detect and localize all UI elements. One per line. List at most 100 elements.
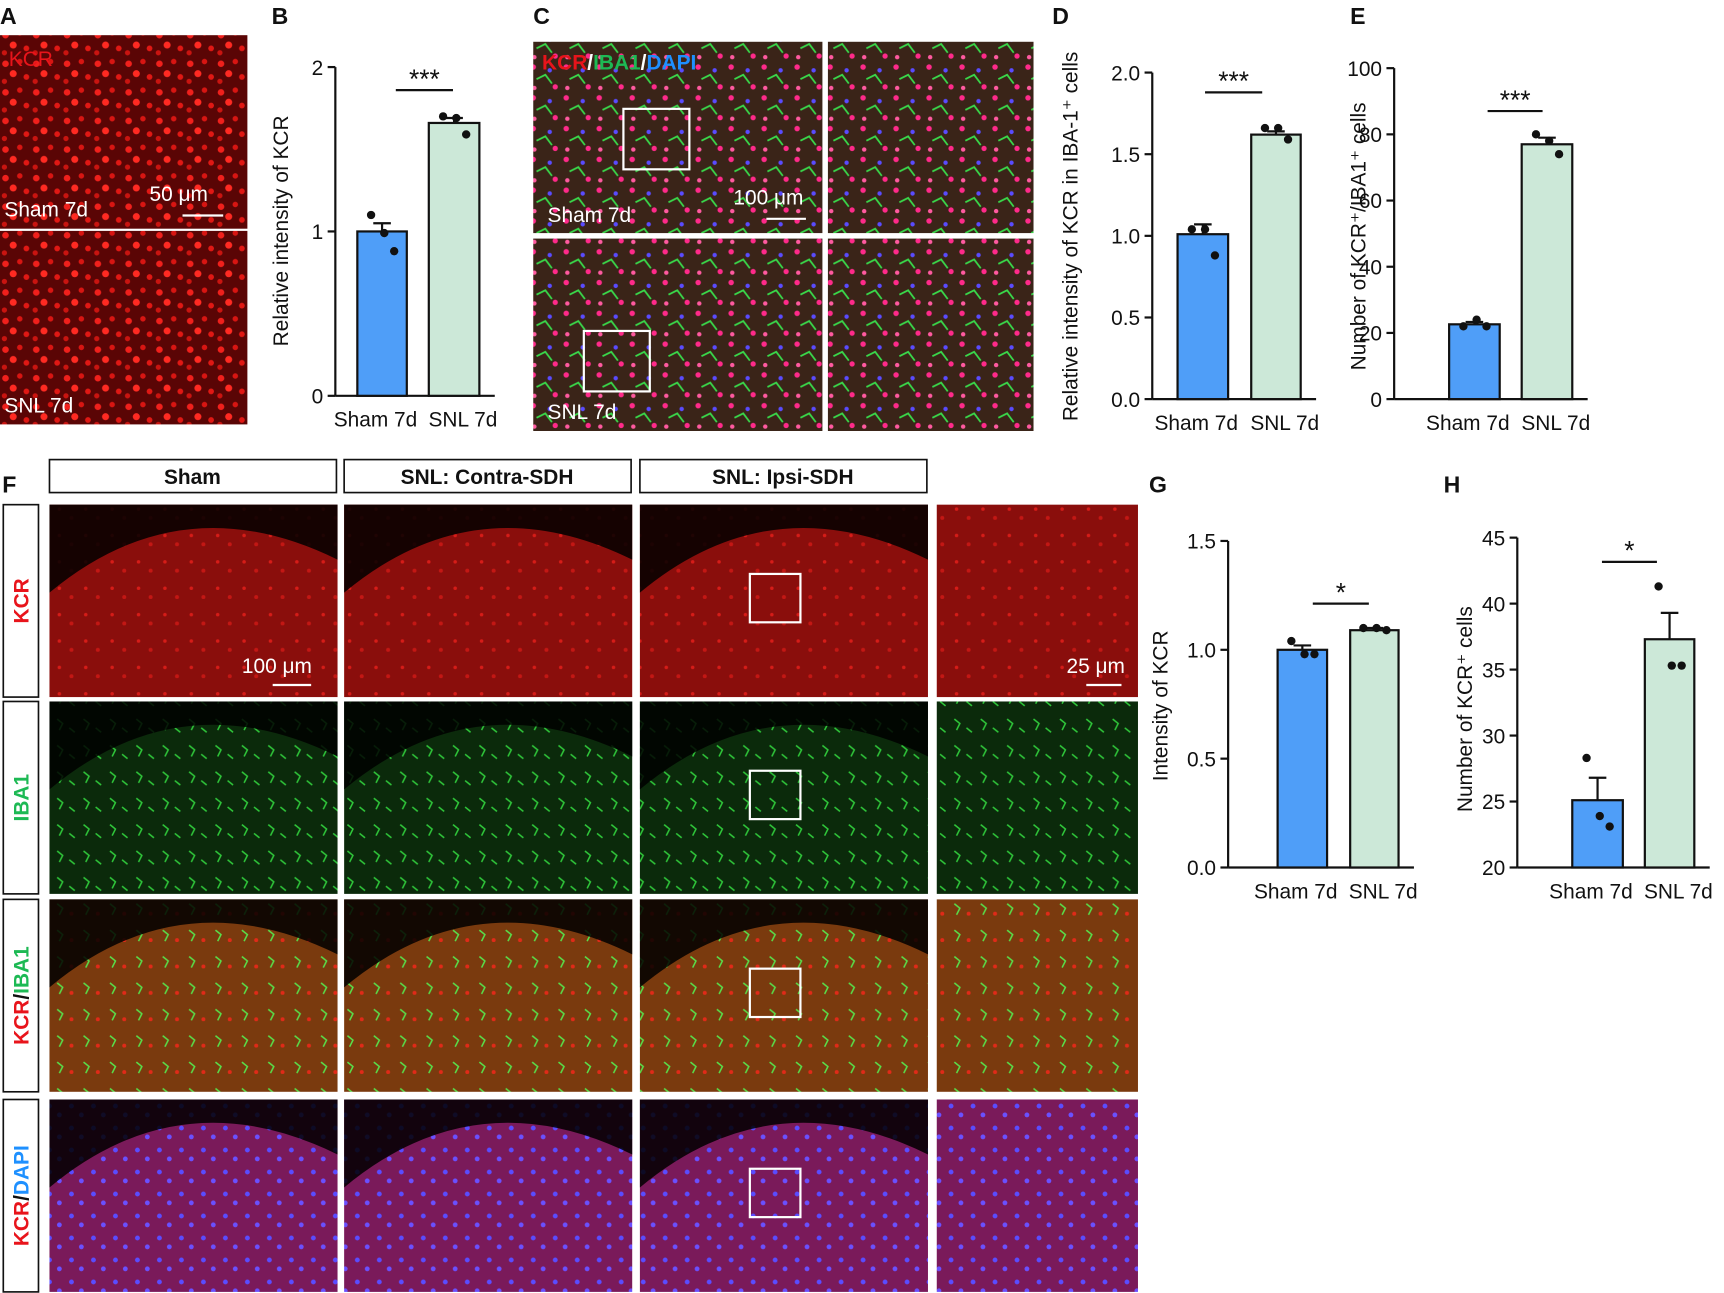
stain-part: / — [587, 51, 593, 74]
row-label-box — [2, 898, 40, 1093]
y-tick-label: 25 — [1482, 791, 1505, 814]
stain-part: IBA1 — [11, 774, 34, 822]
data-point — [1210, 251, 1220, 260]
background — [344, 899, 633, 988]
significance: *** — [1218, 66, 1249, 96]
y-axis-label: Number of KCR⁺/IBA1⁺ cells — [1348, 102, 1371, 370]
micrographs — [0, 35, 1034, 431]
panel-letter: E — [1350, 3, 1365, 29]
x-tick-label: Sham 7d — [1254, 880, 1338, 903]
y-tick-label: 35 — [1482, 659, 1505, 682]
roi-box — [748, 967, 802, 1019]
column-header-box — [48, 458, 338, 494]
y-tick-label: 20 — [1482, 857, 1505, 880]
group-label: SNL 7d — [548, 401, 617, 424]
data-point — [1359, 623, 1368, 633]
image — [0, 230, 248, 425]
roi-box — [622, 107, 691, 171]
image — [533, 238, 823, 431]
x-tick-label: SNL 7d — [428, 409, 497, 432]
background — [639, 1099, 928, 1188]
y-axis-label: Relative intensity of KCR in IBA-1⁺ cell… — [1060, 52, 1083, 422]
stain-part: DAPI — [11, 1145, 34, 1195]
group-label: Sham 7d — [4, 199, 88, 222]
background — [344, 701, 633, 790]
scale-label: 25 μm — [1067, 655, 1125, 678]
stain-part: KCR — [542, 51, 587, 74]
x-tick-label: Sham 7d — [334, 409, 418, 432]
roi-box — [748, 572, 802, 624]
y-axis-label: Relative intensity of KCR — [270, 115, 293, 346]
data-point — [1300, 649, 1309, 659]
stain-part: KCR — [11, 1000, 34, 1045]
data-point — [1582, 753, 1591, 763]
image — [533, 41, 823, 234]
data-point — [438, 112, 448, 121]
background — [49, 1099, 338, 1188]
y-tick-label: 1 — [312, 221, 324, 244]
y-tick-label: 60 — [1359, 190, 1382, 213]
significance: *** — [1500, 85, 1531, 115]
y-tick-label: 45 — [1482, 527, 1505, 550]
y-tick-label: 1.0 — [1187, 639, 1216, 662]
significance: *** — [409, 64, 440, 94]
column-header: Sham — [164, 466, 221, 489]
y-tick-label: 0.0 — [1111, 389, 1140, 412]
data-point — [1667, 661, 1676, 670]
column-header: SNL: Contra-SDH — [401, 466, 574, 489]
y-axis-label: Intensity of KCR — [1150, 630, 1173, 781]
image-inset — [827, 238, 1034, 431]
stain-part: DAPI — [646, 51, 696, 74]
data-point — [1310, 649, 1319, 659]
image-inset — [936, 1099, 1138, 1292]
background — [639, 701, 928, 790]
data-point — [1283, 135, 1293, 144]
column-header: SNL: Ipsi-SDH — [712, 466, 854, 489]
bar — [1250, 133, 1302, 401]
x-tick-label: SNL 7d — [1250, 412, 1319, 435]
stain-part: KCR — [11, 578, 34, 623]
data-point — [380, 228, 389, 238]
image-inset — [827, 41, 1034, 234]
row-label: KCR/DAPI — [11, 1145, 34, 1246]
panel-letter: F — [2, 472, 16, 498]
data-point — [1605, 822, 1614, 831]
x-tick-label: SNL 7d — [1349, 880, 1418, 903]
scale-label: 100 μm — [733, 187, 803, 210]
bar — [1349, 629, 1400, 869]
background — [639, 899, 928, 988]
data-point — [366, 210, 376, 220]
row-label-box — [2, 503, 40, 698]
bar — [1448, 323, 1501, 401]
panel-letter: D — [1052, 3, 1069, 29]
x-tick-label: Sham 7d — [1426, 412, 1510, 435]
bar — [1176, 233, 1230, 401]
data-point — [1260, 123, 1270, 133]
group-label: SNL 7d — [4, 394, 73, 417]
y-tick-label: 2 — [312, 57, 324, 80]
panel-letter: G — [1149, 472, 1167, 498]
stain-label: KCR — [9, 48, 53, 71]
data-point — [1372, 623, 1381, 633]
significance: * — [1624, 536, 1634, 566]
y-tick-label: 40 — [1359, 256, 1382, 279]
background — [49, 504, 338, 593]
x-tick-label: Sham 7d — [1549, 880, 1633, 903]
bar — [356, 230, 408, 397]
panel-letter: C — [533, 3, 550, 29]
column-header-box — [639, 458, 928, 494]
bar — [1520, 143, 1574, 401]
data-point — [1554, 150, 1564, 159]
data-point — [1273, 123, 1283, 133]
data-point — [1531, 130, 1541, 139]
image-inset — [936, 701, 1138, 894]
image-inset — [936, 899, 1138, 1092]
significance: * — [1336, 577, 1346, 607]
y-tick-label: 100 — [1347, 58, 1382, 81]
x-tick-label: SNL 7d — [1644, 880, 1713, 903]
data-point — [1677, 661, 1686, 670]
x-tick-label: SNL 7d — [1521, 412, 1590, 435]
panel-letter: B — [272, 3, 289, 29]
data-point — [1187, 225, 1197, 234]
background — [49, 899, 338, 988]
